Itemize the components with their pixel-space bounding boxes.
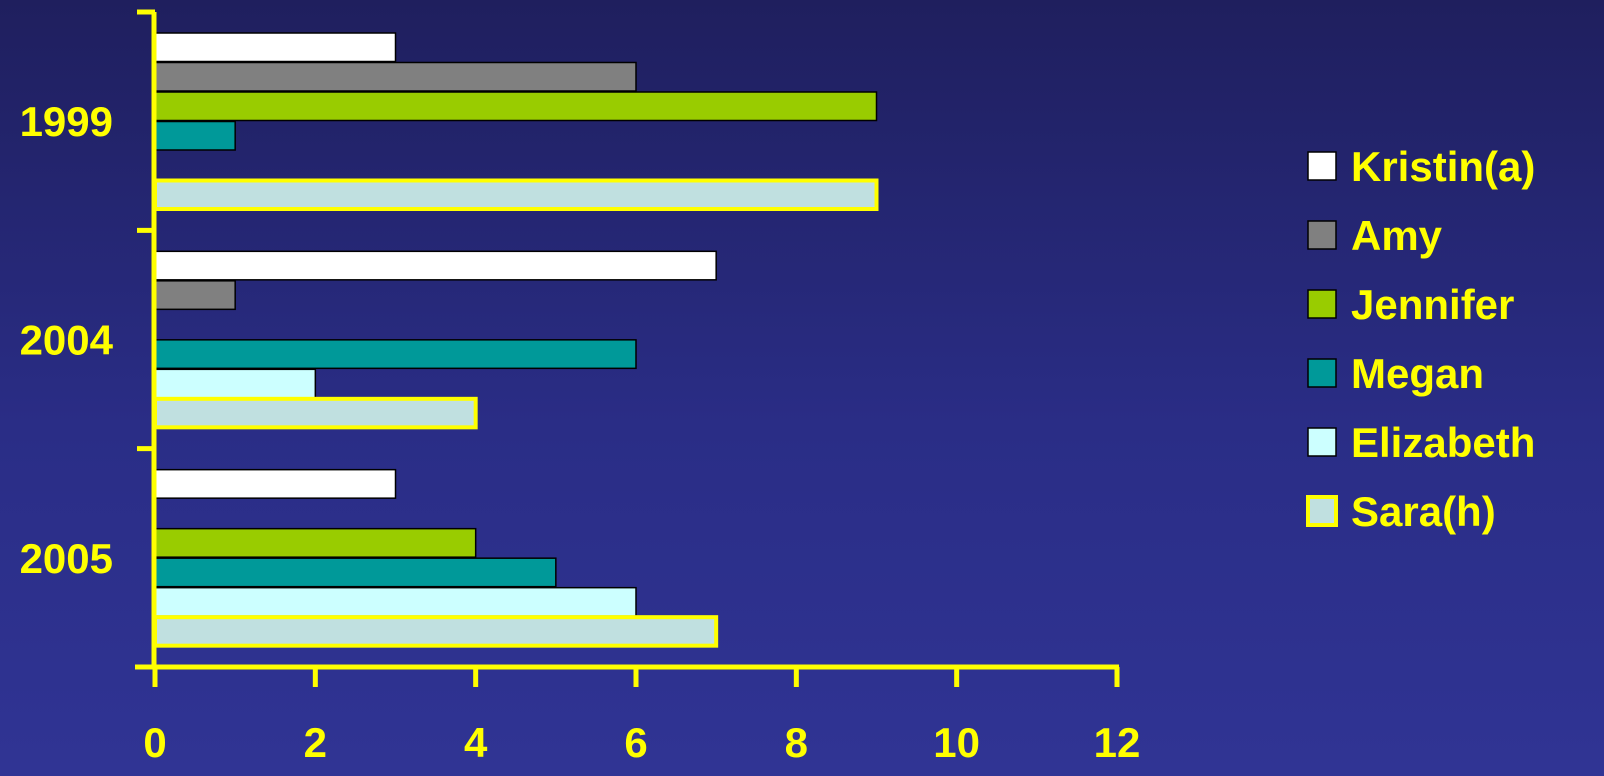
bar-kristin-a--2004 xyxy=(155,251,716,279)
x-tick-label: 10 xyxy=(933,719,980,766)
x-tick-label: 8 xyxy=(785,719,808,766)
legend-swatch xyxy=(1308,497,1336,525)
legend-swatch xyxy=(1308,359,1336,387)
legend-item: Elizabeth xyxy=(1308,419,1535,466)
legend-label: Elizabeth xyxy=(1351,419,1535,466)
legend: Kristin(a) Amy Jennifer Megan Elizabeth Sara(… xyxy=(1308,143,1535,535)
x-tick-label: 4 xyxy=(464,719,488,766)
bar-sara-h--2005 xyxy=(155,617,716,646)
bar-amy-1999 xyxy=(155,63,636,92)
legend-swatch xyxy=(1308,221,1336,249)
bars-group xyxy=(155,33,877,646)
x-tick-label: 2 xyxy=(304,719,327,766)
category-label: 2004 xyxy=(20,317,114,364)
bar-sara-h--1999 xyxy=(155,181,877,210)
legend-item: Jennifer xyxy=(1308,281,1514,328)
bar-megan-2005 xyxy=(155,558,556,587)
bar-kristin-a--2005 xyxy=(155,470,396,499)
legend-swatch xyxy=(1308,290,1336,318)
legend-item: Amy xyxy=(1308,212,1443,259)
bar-sara-h--2004 xyxy=(155,399,476,428)
legend-swatch xyxy=(1308,428,1336,456)
bar-jennifer-2005 xyxy=(155,529,476,558)
bar-amy-2004 xyxy=(155,281,235,310)
legend-swatch xyxy=(1308,152,1336,180)
legend-item: Megan xyxy=(1308,350,1484,397)
bar-megan-1999 xyxy=(155,122,235,151)
legend-label: Sara(h) xyxy=(1351,488,1496,535)
legend-item: Sara(h) xyxy=(1308,488,1496,535)
x-tick-label: 12 xyxy=(1094,719,1141,766)
legend-label: Megan xyxy=(1351,350,1484,397)
bar-kristin-a--1999 xyxy=(155,33,396,62)
legend-item: Kristin(a) xyxy=(1308,143,1535,190)
category-label: 2005 xyxy=(20,535,113,582)
x-tick-label: 0 xyxy=(143,719,166,766)
bar-jennifer-1999 xyxy=(155,92,877,121)
x-tick-label: 6 xyxy=(624,719,647,766)
legend-label: Jennifer xyxy=(1351,281,1514,328)
bar-megan-2004 xyxy=(155,340,636,369)
category-label: 1999 xyxy=(20,98,113,145)
legend-label: Kristin(a) xyxy=(1351,143,1535,190)
legend-label: Amy xyxy=(1351,212,1443,259)
x-tick-labels: 0 2 4 6 8 10 12 xyxy=(143,719,1140,766)
bar-elizabeth-2005 xyxy=(155,588,636,617)
bar-elizabeth-2004 xyxy=(155,369,315,398)
category-labels: 1999 2004 2005 xyxy=(20,98,114,582)
